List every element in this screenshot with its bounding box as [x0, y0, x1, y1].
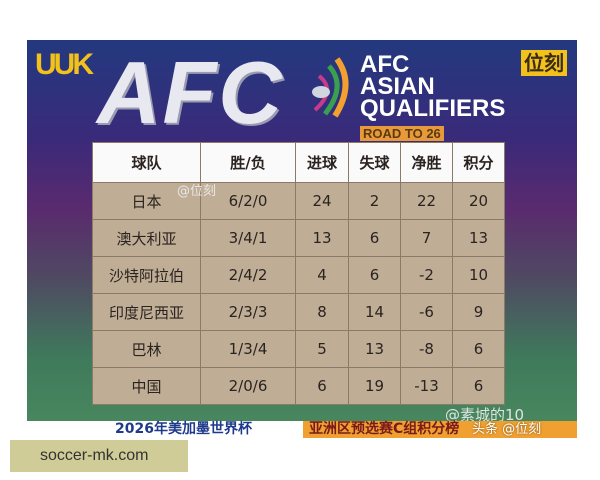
watermark: 头条 @位刻 [472, 422, 542, 437]
table-cell: -8 [400, 330, 453, 368]
qualifiers-title: AFC ASIAN QUALIFIERS ROAD TO 26 [360, 51, 506, 142]
table-row: 澳大利亚 3/4/1 13 6 7 13 [92, 219, 505, 257]
title-line: QUALIFIERS [360, 95, 506, 122]
table-cell: 3/4/1 [200, 219, 296, 257]
weike-logo: 位刻 [521, 50, 567, 76]
standings-poster: UUK 位刻 AFC AFC ASIAN QUALIFIERS ROAD TO … [27, 40, 577, 438]
column-header: 进球 [295, 142, 349, 183]
table-cell: 22 [400, 182, 453, 220]
column-header: 净胜 [400, 142, 453, 183]
table-cell: 13 [452, 219, 505, 257]
table-cell: 2/0/6 [200, 367, 296, 405]
table-cell: -6 [400, 293, 453, 331]
watermark: @位刻 [177, 184, 217, 199]
banner-right: 亚洲区预选赛C组积分榜 [303, 421, 577, 438]
table-cell: 1/3/4 [200, 330, 296, 368]
table-cell: 5 [295, 330, 349, 368]
table-cell: 澳大利亚 [92, 219, 201, 257]
table-cell: 印度尼西亚 [92, 293, 201, 331]
table-cell: 沙特阿拉伯 [92, 256, 201, 294]
table-cell: 24 [295, 182, 349, 220]
banner-left: 2026年美加墨世界杯 [27, 421, 303, 438]
table-cell: 2/3/3 [200, 293, 296, 331]
table-cell: 巴林 [92, 330, 201, 368]
table-cell: 6 [295, 367, 349, 405]
table-row: 沙特阿拉伯 2/4/2 4 6 -2 10 [92, 256, 505, 294]
column-header: 球队 [92, 142, 201, 183]
table-cell: 8 [295, 293, 349, 331]
table-cell: 20 [452, 182, 505, 220]
column-header: 胜/负 [200, 142, 296, 183]
table-cell: 6 [348, 256, 401, 294]
table-cell: 7 [400, 219, 453, 257]
table-cell: 6 [452, 330, 505, 368]
table-cell: 14 [348, 293, 401, 331]
standings-table: 球队 胜/负 进球 失球 净胜 积分 日本 6/2/0 24 2 22 20 澳大利亚 3/4/1 13 6… [92, 142, 505, 405]
table-cell: 9 [452, 293, 505, 331]
table-row: 巴林 1/3/4 5 13 -8 6 [92, 330, 505, 368]
header-row: 球队 胜/负 进球 失球 净胜 积分 [92, 142, 505, 183]
column-header: 积分 [452, 142, 505, 183]
table-cell: -2 [400, 256, 453, 294]
afc-emblem-icon [312, 57, 349, 118]
table-cell: 6 [348, 219, 401, 257]
table-cell: 中国 [92, 367, 201, 405]
road-badge: ROAD TO 26 [360, 126, 444, 141]
table-cell: 6 [452, 367, 505, 405]
uuk-logo: UUK [35, 48, 94, 81]
table-row: 日本 6/2/0 24 2 22 20 [92, 182, 505, 220]
title-banner: 2026年美加墨世界杯 亚洲区预选赛C组积分榜 [27, 421, 577, 438]
table-cell: 13 [295, 219, 349, 257]
table-cell: 6/2/0 [200, 182, 296, 220]
table-cell: 10 [452, 256, 505, 294]
table-cell: 2 [348, 182, 401, 220]
title-line: ASIAN [360, 73, 435, 100]
title-line: AFC [360, 51, 410, 78]
table-cell: 日本 [92, 182, 201, 220]
site-label: soccer-mk.com [10, 440, 188, 472]
table-row: 印度尼西亚 2/3/3 8 14 -6 9 [92, 293, 505, 331]
afc-logo: AFC [97, 43, 284, 142]
table-row: 中国 2/0/6 6 19 -13 6 [92, 367, 505, 405]
table-cell: 13 [348, 330, 401, 368]
table-cell: -13 [400, 367, 453, 405]
table-cell: 2/4/2 [200, 256, 296, 294]
table-cell: 19 [348, 367, 401, 405]
table-cell: 4 [295, 256, 349, 294]
column-header: 失球 [348, 142, 401, 183]
watermark: @素城的10 [445, 406, 525, 424]
